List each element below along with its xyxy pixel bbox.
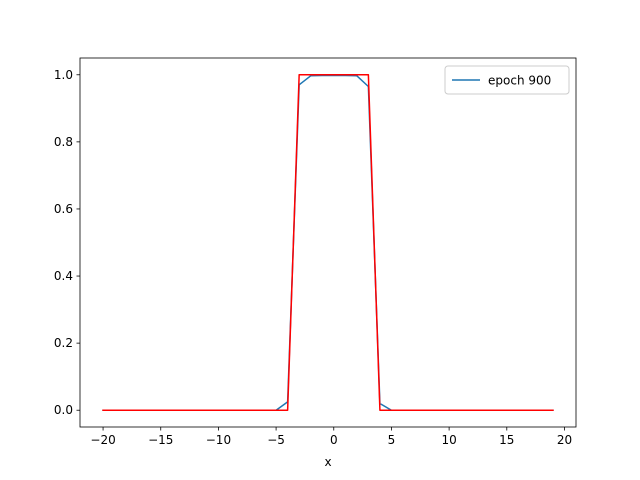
x-tick-label: −15	[148, 433, 173, 447]
x-tick-label: 10	[441, 433, 456, 447]
x-tick-label: 5	[388, 433, 396, 447]
plot-area-frame	[79, 57, 577, 428]
x-axis: −20 −15 −10 −5 0 5 10 15 20	[90, 427, 572, 447]
x-axis-label: x	[324, 455, 331, 469]
y-tick-label: 0.6	[54, 202, 73, 216]
legend-box	[444, 65, 570, 95]
y-axis: 0.0 0.2 0.4 0.6 0.8 1.0	[54, 68, 80, 417]
x-tick-label: −5	[267, 433, 285, 447]
legend: epoch 900	[444, 65, 570, 95]
series-line-1	[102, 74, 554, 411]
y-tick-label: 0.8	[54, 135, 73, 149]
legend-entry-label: epoch 900	[488, 74, 551, 88]
x-tick-label: 15	[499, 433, 514, 447]
x-tick-label: −10	[206, 433, 231, 447]
y-tick-label: 0.4	[54, 269, 73, 283]
y-tick-label: 1.0	[54, 68, 73, 82]
x-tick-label: −20	[90, 433, 115, 447]
y-tick-label: 0.0	[54, 403, 73, 417]
y-tick-label: 0.2	[54, 336, 73, 350]
x-tick-label: 0	[330, 433, 338, 447]
series-layer	[102, 74, 554, 411]
x-tick-label: 20	[557, 433, 572, 447]
